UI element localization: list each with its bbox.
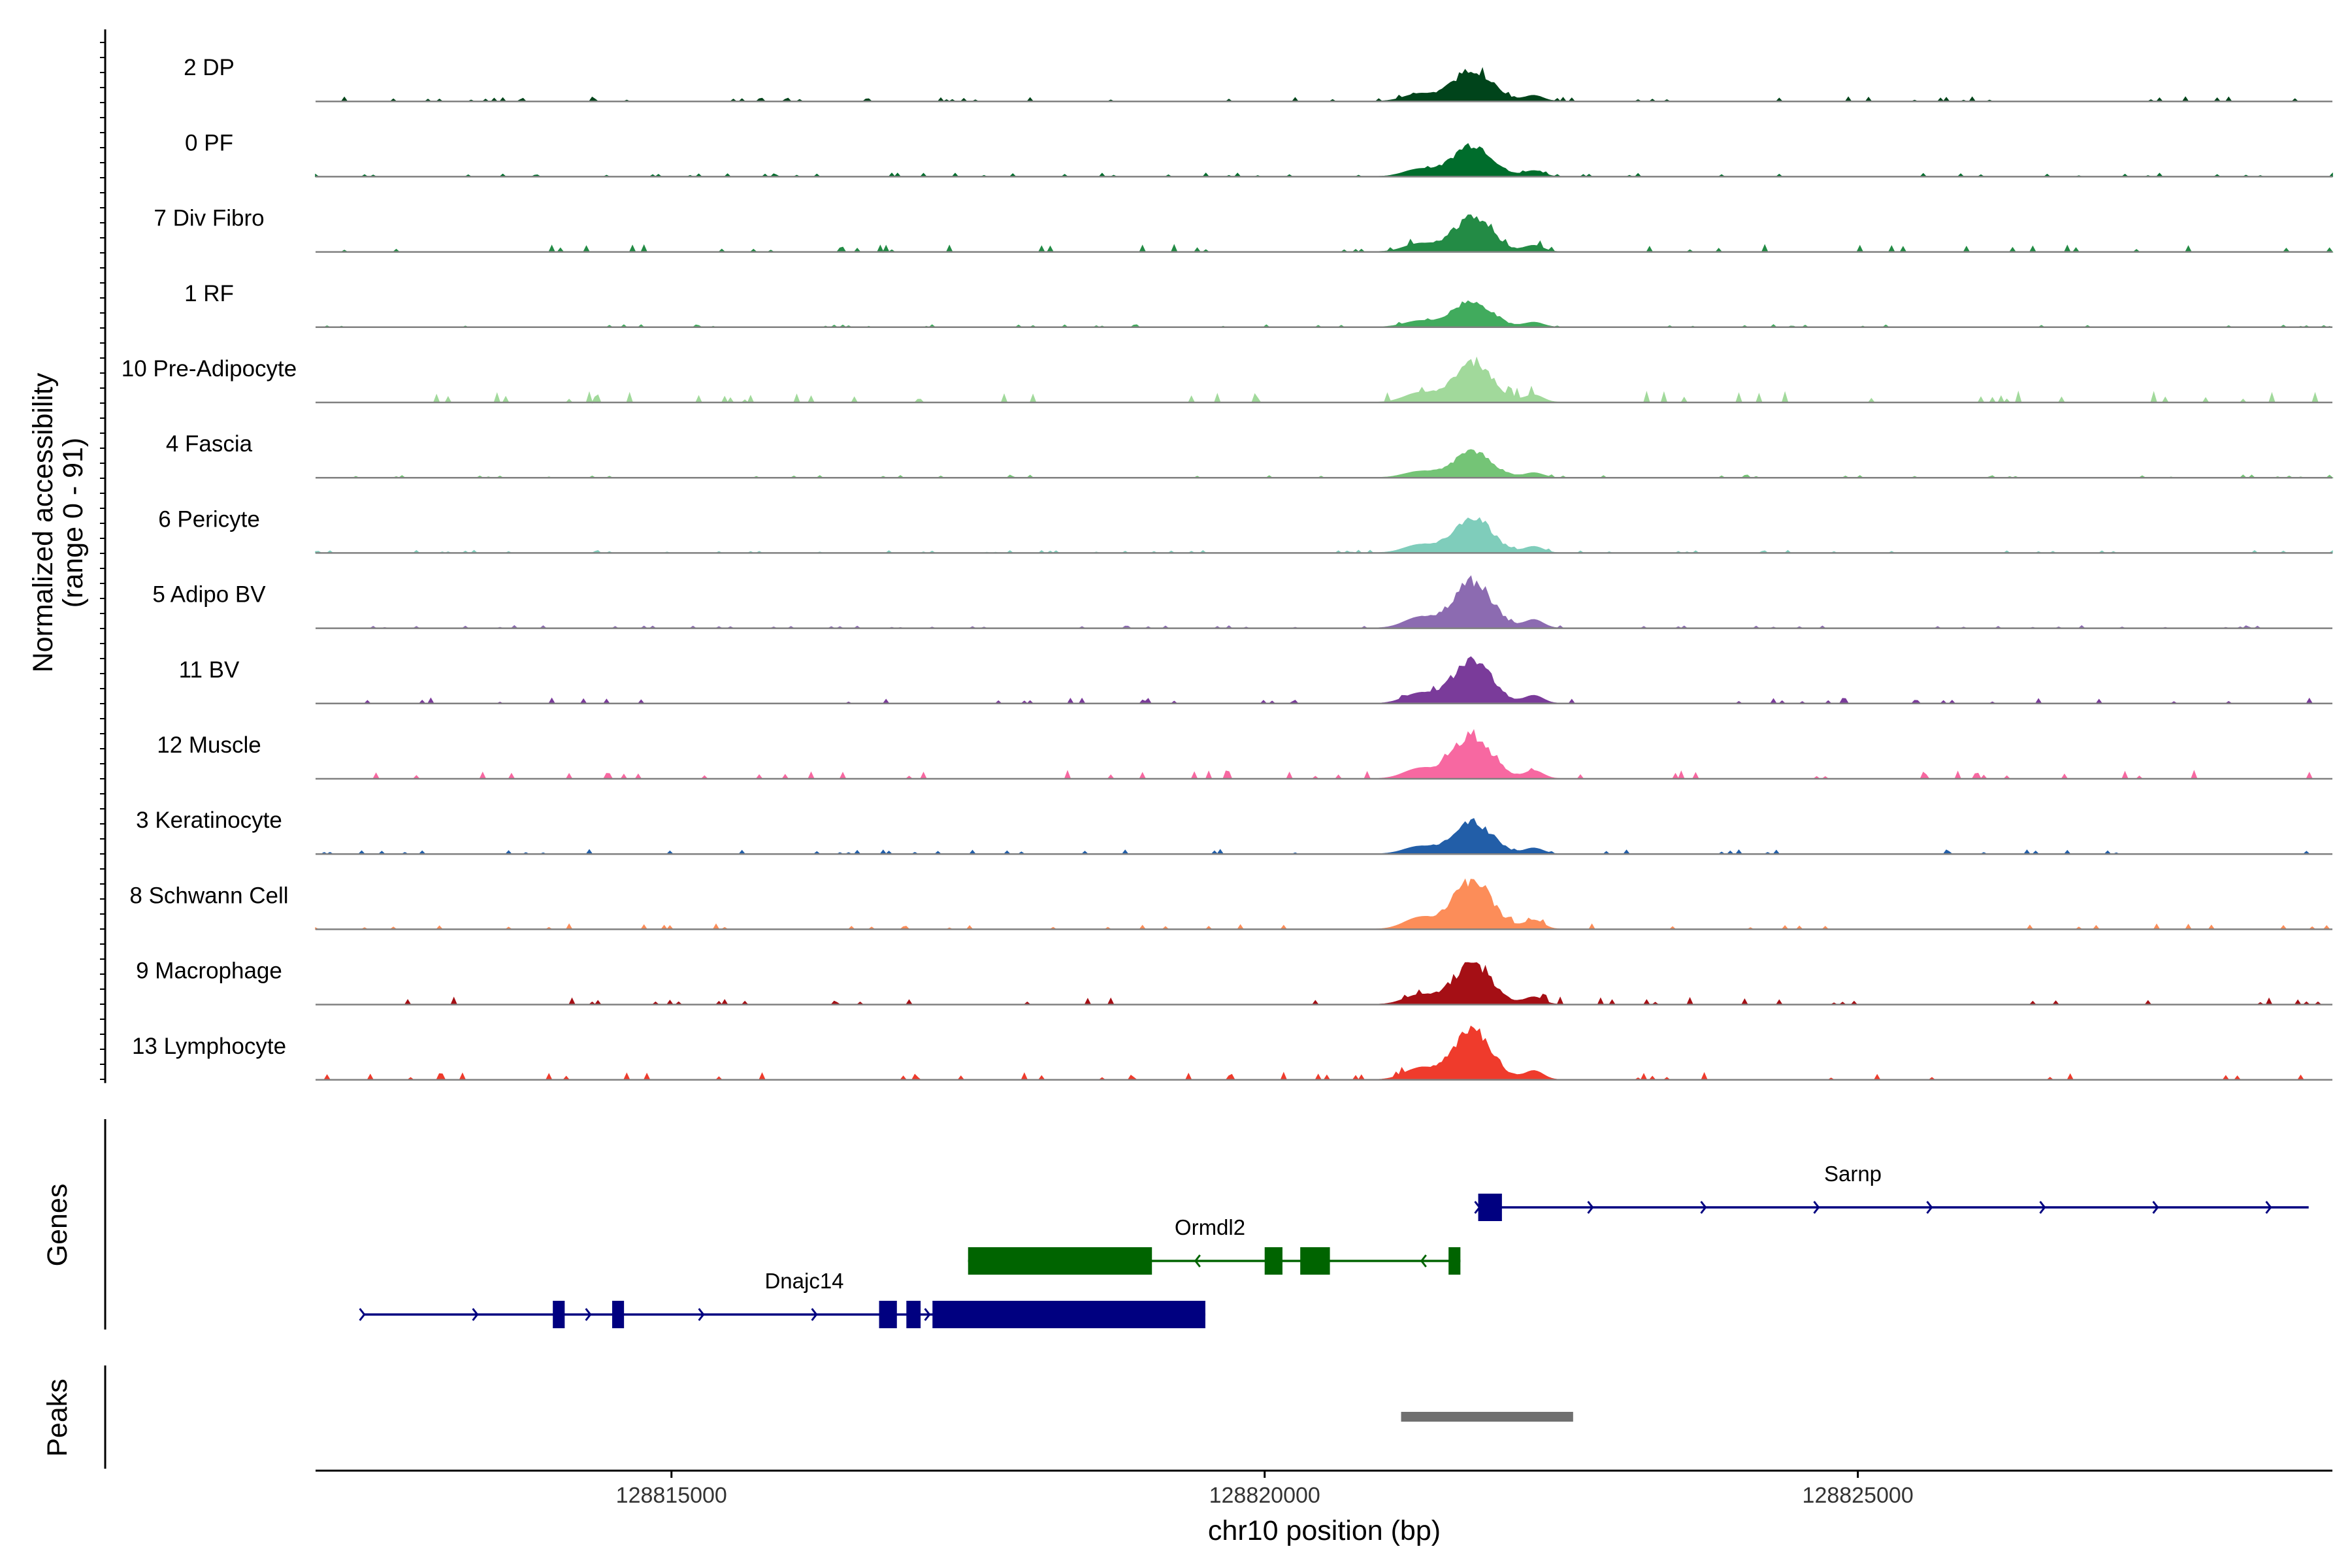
strand-arrow-icon xyxy=(1700,1201,1707,1214)
x-tick-label: 128815000 xyxy=(616,1483,727,1508)
strand-arrow-icon xyxy=(585,1308,592,1321)
exon-block xyxy=(612,1301,625,1328)
track-label: 9 Macrophage xyxy=(136,958,282,984)
track-label: 5 Adipo BV xyxy=(152,582,266,608)
peaks-panel-label: Peaks xyxy=(42,1379,73,1457)
track-label: 8 Schwann Cell xyxy=(129,883,288,908)
x-tick-label: 128820000 xyxy=(1209,1483,1320,1508)
coverage-area-4 xyxy=(316,300,2333,328)
exon-block xyxy=(968,1247,1152,1275)
strand-arrow-icon xyxy=(1587,1201,1594,1214)
y-axis-title-line2: (range 0 - 91) xyxy=(57,438,89,608)
coverage-area-10 xyxy=(316,728,2332,780)
peak-annotations xyxy=(104,1365,1573,1469)
exon-block xyxy=(906,1301,921,1328)
track-label: 12 Muscle xyxy=(157,732,261,758)
track-label: 10 Pre-Adipocyte xyxy=(122,356,297,382)
gene-label-dnajc14: Dnajc14 xyxy=(764,1269,843,1293)
exon-block xyxy=(1264,1247,1282,1275)
track-label: 6 Pericyte xyxy=(158,506,260,532)
strand-arrow-icon xyxy=(1926,1201,1933,1214)
strand-arrow-icon xyxy=(698,1308,705,1321)
strand-arrow-icon xyxy=(2152,1201,2159,1214)
gene-label-sarnp: Sarnp xyxy=(1824,1162,1882,1186)
exon-block xyxy=(879,1301,897,1328)
track-label: 11 BV xyxy=(179,657,240,683)
coverage-area-12 xyxy=(315,878,2332,930)
strand-arrow-icon xyxy=(924,1308,931,1321)
coverage-area-6 xyxy=(316,449,2334,479)
gene-label-ormdl2: Ormdl2 xyxy=(1175,1215,1245,1239)
strand-arrow-icon xyxy=(811,1308,818,1321)
strand-arrow-icon xyxy=(1194,1254,1201,1267)
coverage-area-2 xyxy=(315,142,2333,178)
coverage-area-8 xyxy=(316,575,2332,629)
peak-bar xyxy=(1401,1412,1573,1422)
track-label: 0 PF xyxy=(185,130,233,155)
coverage-area-11 xyxy=(316,818,2332,855)
track-label: 3 Keratinocyte xyxy=(136,808,282,833)
strand-arrow-icon xyxy=(2265,1201,2272,1214)
strand-arrow-icon xyxy=(1813,1201,1820,1214)
y-axis xyxy=(100,29,106,1083)
coverage-tracks xyxy=(315,67,2334,1081)
track-label: 7 Div Fibro xyxy=(154,206,264,231)
exon-block xyxy=(932,1301,1205,1328)
coverage-area-14 xyxy=(316,1025,2332,1081)
strand-arrow-icon xyxy=(472,1308,479,1321)
coverage-area-7 xyxy=(315,517,2333,554)
y-axis-title-line1: Normalized accessibility xyxy=(27,372,59,672)
genes-panel-label: Genes xyxy=(42,1184,73,1267)
exon-block xyxy=(553,1301,565,1328)
strand-arrow-icon xyxy=(359,1308,366,1321)
strand-arrow-icon xyxy=(2039,1201,2046,1214)
gene-annotations: Sarnp Ormdl2 Dnajc14 xyxy=(104,1119,2309,1330)
coverage-area-9 xyxy=(316,656,2332,704)
x-axis-title: chr10 position (bp) xyxy=(1208,1515,1441,1546)
coverage-area-5 xyxy=(316,356,2332,404)
track-labels: 2 DP 0 PF 7 Div Fibro 1 RF 10 Pre-Adipocyte 4… xyxy=(122,55,297,1059)
x-axis: 128815000 128820000 128825000 xyxy=(316,1469,2332,1508)
strand-arrow-icon xyxy=(1420,1254,1427,1267)
track-label: 1 RF xyxy=(184,281,234,306)
coverage-area-13 xyxy=(316,962,2332,1005)
exon-block xyxy=(1300,1247,1330,1275)
exon-block xyxy=(1448,1247,1461,1275)
track-label: 2 DP xyxy=(184,55,235,80)
x-tick-label: 128825000 xyxy=(1803,1483,1914,1508)
track-label: 13 Lymphocyte xyxy=(132,1034,286,1059)
track-label: 4 Fascia xyxy=(166,431,253,457)
coverage-area-3 xyxy=(316,214,2334,253)
coverage-area-1 xyxy=(316,67,2332,103)
exon-block xyxy=(1478,1194,1502,1221)
